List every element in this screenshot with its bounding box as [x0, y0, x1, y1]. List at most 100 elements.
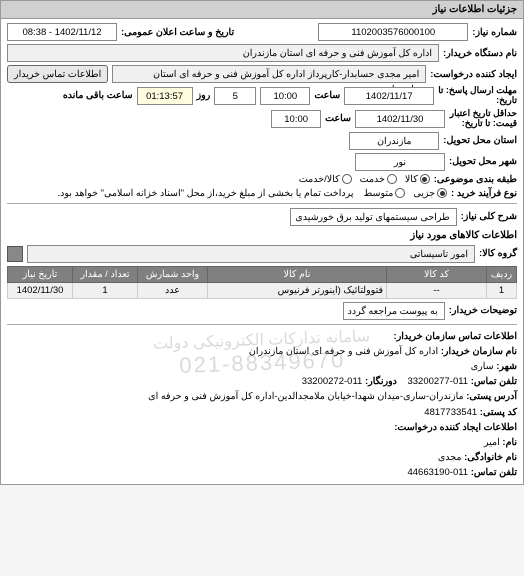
deadline-time: 10:00	[260, 87, 310, 105]
row-city: شهر محل تحویل: نور	[7, 153, 517, 171]
buyer-contact-button[interactable]: اطلاعات تماس خریدار	[7, 65, 108, 83]
table-header-row: ردیف کد کالا نام کالا واحد شمارش تعداد /…	[8, 266, 517, 282]
class-option-both[interactable]: کالا/خدمت	[299, 174, 352, 185]
search-icon[interactable]	[7, 246, 23, 262]
radio-icon	[387, 174, 397, 184]
need-no-label: شماره نیاز:	[472, 27, 517, 38]
creator-title: اطلاعات ایجاد کننده درخواست:	[394, 422, 517, 433]
row-buytype: نوع فرآیند خرید : جزیی متوسط پرداخت تمام…	[7, 188, 517, 199]
cell-date: 1402/11/30	[8, 282, 73, 298]
class-radio-group: کالا خدمت کالا/خدمت	[299, 174, 430, 185]
contact-city-label: شهر:	[496, 361, 517, 372]
class-option-goods[interactable]: کالا	[405, 174, 430, 185]
th-idx: ردیف	[487, 266, 517, 282]
need-details-panel: جزئیات اطلاعات نیاز شماره نیاز: 11020035…	[0, 0, 524, 485]
deadline-time-label: ساعت	[314, 90, 340, 101]
cell-idx: 1	[487, 282, 517, 298]
radio-icon	[420, 174, 430, 184]
creator-label: ایجاد کننده درخواست:	[430, 69, 517, 80]
th-name: نام کالا	[208, 266, 387, 282]
goods-section-title: اطلاعات کالاهای مورد نیاز	[7, 230, 517, 241]
addr-value: مازندران-ساری-میدان شهدا-خیابان ملامجدال…	[148, 391, 463, 402]
th-code: کد کالا	[387, 266, 487, 282]
row-deadline: مهلت ارسال پاسخ: تا تاریخ: 1402/11/17 سا…	[7, 86, 517, 106]
remain-time: 01:13:57	[137, 87, 193, 105]
radio-icon	[437, 188, 447, 198]
zip-label: کد پستی:	[480, 407, 517, 418]
announce-datetime: 1402/11/12 - 08:38	[7, 23, 117, 41]
city-label: شهر محل تحویل:	[449, 156, 517, 167]
validto-time: 10:00	[271, 110, 321, 128]
row-notes: توضیحات خریدار: به پیوست مراجعه گردد	[7, 302, 517, 320]
cell-name: فتوولتائیک (اینورتر فرنیوس	[208, 282, 387, 298]
validto-label: حداقل تاریخ اعتبار قیمت: تا تاریخ:	[449, 109, 517, 129]
org-label: نام سازمان خریدار:	[441, 346, 517, 357]
ctel-value: 011-44663190	[407, 467, 468, 478]
th-date: تاریخ نیاز	[8, 266, 73, 282]
row-classification: طبقه بندی موضوعی: کالا خدمت کالا/خدمت	[7, 174, 517, 185]
fax-label: دورنگار:	[365, 376, 397, 387]
group-label: گروه کالا:	[479, 248, 517, 259]
cell-code: --	[387, 282, 487, 298]
cell-qty: 1	[73, 282, 138, 298]
lname-value: مجدی	[438, 452, 462, 463]
tel-label: تلفن تماس:	[471, 376, 517, 387]
summary-label: شرح کلی نیاز:	[461, 211, 517, 222]
need-no-value: 1102003576000100	[318, 23, 468, 41]
th-unit: واحد شمارش	[138, 266, 208, 282]
row-creator: ایجاد کننده درخواست: امیر مجدی حسابدار-ک…	[7, 65, 517, 83]
row-province: استان محل تحویل: مازندران	[7, 132, 517, 150]
fax-value: 011-33200272	[302, 376, 363, 387]
panel-title: جزئیات اطلاعات نیاز	[1, 1, 523, 19]
buytype-medium[interactable]: متوسط	[364, 188, 406, 199]
province-label: استان محل تحویل:	[443, 135, 517, 146]
contact-title: اطلاعات تماس سازمان خریدار:	[394, 331, 517, 342]
addr-label: آدرس پستی:	[466, 391, 517, 402]
separator	[7, 324, 517, 325]
row-buyer-org: نام دستگاه خریدار: اداره کل آموزش فنی و …	[7, 44, 517, 62]
lname-label: نام خانوادگی:	[464, 452, 517, 463]
summary-text: طراحی سیستمهای تولید برق خورشیدی	[290, 208, 456, 226]
radio-icon	[395, 188, 405, 198]
validto-date: 1402/11/30	[355, 110, 445, 128]
row-need-no: شماره نیاز: 1102003576000100 تاریخ و ساع…	[7, 23, 517, 41]
group-value: امور تاسیساتی	[27, 245, 475, 263]
zip-value: 4817733541	[424, 407, 477, 418]
deadline-date: 1402/11/17	[344, 87, 434, 105]
goods-table: ردیف کد کالا نام کالا واحد شمارش تعداد /…	[7, 266, 517, 299]
notes-label: توضیحات خریدار:	[449, 305, 517, 316]
separator	[7, 203, 517, 204]
announce-label: تاریخ و ساعت اعلان عمومی:	[121, 27, 234, 38]
contact-city-value: ساری	[471, 361, 494, 372]
notes-text: به پیوست مراجعه گردد	[343, 302, 445, 320]
th-qty: تعداد / مقدار	[73, 266, 138, 282]
buytype-minor[interactable]: جزیی	[413, 188, 447, 199]
class-option-service[interactable]: خدمت	[360, 174, 397, 185]
class-label: طبقه بندی موضوعی:	[434, 174, 517, 185]
radio-icon	[342, 174, 352, 184]
day-label: روز	[197, 90, 211, 101]
tel-value: 011-33200277	[407, 376, 468, 387]
deadline-label: مهلت ارسال پاسخ: تا تاریخ:	[438, 86, 517, 106]
table-row[interactable]: 1 -- فتوولتائیک (اینورتر فرنیوس عدد 1 14…	[8, 282, 517, 298]
ctel-label: تلفن تماس:	[471, 467, 517, 478]
buytype-label: نوع فرآیند خرید :	[451, 188, 517, 199]
org-value: اداره کل آموزش فنی و حرفه ای استان مازند…	[249, 346, 438, 357]
days-value: 5	[214, 87, 256, 105]
validto-time-label: ساعت	[325, 113, 351, 124]
row-goods-group: گروه کالا: امور تاسیساتی	[7, 245, 517, 263]
buytype-note: پرداخت تمام یا بخشی از مبلغ خرید،از محل …	[57, 188, 353, 199]
contact-section: اطلاعات تماس سازمان خریدار: نام سازمان خ…	[7, 329, 517, 481]
row-validto: حداقل تاریخ اعتبار قیمت: تا تاریخ: 1402/…	[7, 109, 517, 129]
row-summary: شرح کلی نیاز: طراحی سیستمهای تولید برق خ…	[7, 208, 517, 226]
city-value: نور	[355, 153, 445, 171]
buyer-org-label: نام دستگاه خریدار:	[443, 48, 517, 59]
creator-value: امیر مجدی حسابدار-کارپرداز اداره کل آموز…	[112, 65, 426, 83]
province-value: مازندران	[349, 132, 439, 150]
remain-label: ساعت باقی مانده	[63, 90, 133, 101]
name-label: نام:	[502, 437, 517, 448]
cell-unit: عدد	[138, 282, 208, 298]
buyer-org-value: اداره کل آموزش فنی و حرفه ای استان مازند…	[7, 44, 439, 62]
buytype-radio-group: جزیی متوسط	[364, 188, 448, 199]
name-value: امیر	[484, 437, 500, 448]
